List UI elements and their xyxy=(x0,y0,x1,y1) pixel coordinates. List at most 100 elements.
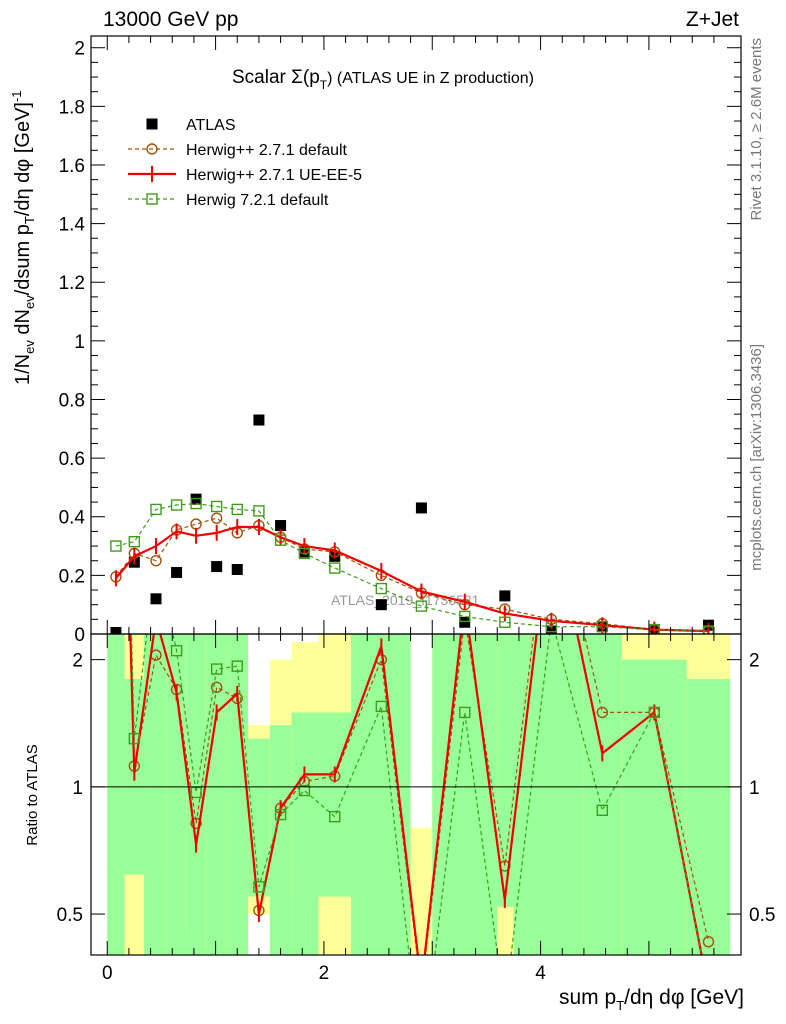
ratio-data-point xyxy=(210,663,223,675)
ratio-data-point xyxy=(253,881,265,893)
main-y-label-part-0: 1/N xyxy=(12,354,34,385)
ratio-data-point xyxy=(546,486,556,496)
legend-label: Herwig++ 2.7.1 UE-EE-5 xyxy=(186,167,362,184)
ratio-series-2 xyxy=(128,634,703,1013)
main-data-point xyxy=(275,520,287,532)
green-band-bin xyxy=(513,634,584,955)
ratio-y-tick-label-right: 2 xyxy=(749,651,760,672)
ratio-series-layer xyxy=(111,105,715,1013)
ratio-data-point xyxy=(111,105,121,115)
main-data-point xyxy=(596,620,609,633)
main-data-point xyxy=(545,620,558,633)
ratio-uncertainty-bands xyxy=(107,634,731,955)
main-data-point xyxy=(190,497,202,510)
ratio-data-point xyxy=(329,810,341,823)
ratio-series-line xyxy=(130,634,703,955)
ratio-y-tick-label-left: 2 xyxy=(72,651,83,672)
main-data-point xyxy=(150,593,162,605)
ratio-data-point xyxy=(596,706,609,719)
main-data-point xyxy=(298,547,311,560)
green-band-bin xyxy=(497,634,514,907)
legend-marker-swatch xyxy=(146,143,158,155)
main-y-tick-label: 1.6 xyxy=(59,156,85,177)
main-y-tick-label: 1 xyxy=(74,332,85,353)
ratio-y-tick-label-right: 1 xyxy=(749,778,760,799)
ratio-data-point xyxy=(128,733,141,745)
main-y-tick-label: 0 xyxy=(74,625,85,646)
main-data-point xyxy=(150,503,162,516)
ratio-series-1 xyxy=(129,634,703,955)
green-band-bin xyxy=(205,634,227,955)
x-axis-label-part-1: T xyxy=(616,998,624,1013)
green-band-bin xyxy=(107,634,125,955)
main-data-point xyxy=(459,616,471,628)
legend: ATLAS Herwig++ 2.7.1 default Herwig++ 2.7.… xyxy=(128,117,362,209)
green-band-bin xyxy=(291,712,319,955)
main-series-2 xyxy=(114,519,710,634)
main-y-tick-label: 0.4 xyxy=(59,508,86,529)
main-data-point xyxy=(231,564,243,576)
main-y-label-part-2: dN xyxy=(12,309,34,340)
mcplots-label: mcplots.cern.ch [arXiv:1306.3436] xyxy=(748,344,765,571)
main-y-label-part-3: ev xyxy=(22,295,37,309)
ratio-data-point xyxy=(500,1003,510,1013)
legend-marker-swatch xyxy=(146,193,158,205)
main-y-tick-label: 2 xyxy=(74,39,85,60)
main-data-point xyxy=(274,534,287,546)
main-y-label-part-5: T xyxy=(22,216,37,224)
ratio-y-label: Ratio to ATLAS xyxy=(24,744,41,845)
main-data-point xyxy=(329,562,341,574)
main-data-point xyxy=(150,555,162,567)
ratio-data-point xyxy=(274,808,287,821)
main-data-point xyxy=(415,502,427,514)
green-band-bin xyxy=(269,725,292,955)
main-data-point xyxy=(190,518,202,530)
main-y-label-part-4: /dsum p xyxy=(12,224,34,295)
legend-label: Herwig++ 2.7.1 default xyxy=(186,142,348,159)
ratio-data-point xyxy=(231,660,243,672)
ratio-plot-frame xyxy=(90,633,742,956)
main-y-label: 1/Nev dNev/dsum pT/dη dφ [GeV]-1 xyxy=(9,90,37,385)
legend-entry-0: ATLAS xyxy=(146,117,236,134)
main-y-tick-label: 0.2 xyxy=(59,566,85,587)
main-y-label-part-1: ev xyxy=(22,340,37,354)
main-data-point xyxy=(210,500,223,513)
main-y-tick-label: 0.6 xyxy=(59,449,85,470)
main-data-point xyxy=(499,616,511,628)
main-y-tick-label: 1.4 xyxy=(59,215,86,236)
rivet-version-label: Rivet 3.1.10, ≥ 2.6M events xyxy=(748,38,765,221)
ratio-data-point xyxy=(190,817,202,829)
green-band-bin xyxy=(686,678,731,955)
ratio-data-point xyxy=(298,784,311,797)
main-data-point xyxy=(375,582,388,595)
header-process-label: Z+Jet xyxy=(686,8,739,31)
main-data-point xyxy=(375,599,387,611)
main-data-point xyxy=(231,503,243,516)
header-energy-label: 13000 GeV pp xyxy=(103,8,238,31)
ratio-data-point xyxy=(170,644,183,657)
main-series-1 xyxy=(110,512,715,634)
main-y-label-part-6: /dη dφ [GeV] xyxy=(12,102,34,216)
main-data-point xyxy=(211,561,223,573)
legend-entry-1: Herwig++ 2.7.1 default xyxy=(128,142,348,159)
legend-label: Herwig 7.2.1 default xyxy=(186,192,329,209)
yellow-band-bin xyxy=(410,827,433,955)
legend-label: ATLAS xyxy=(186,117,236,134)
green-band-bin xyxy=(144,634,167,955)
main-title-sub: T xyxy=(320,78,328,92)
legend-entry-2: Herwig++ 2.7.1 UE-EE-5 xyxy=(128,166,362,184)
main-y-tick-label: 1.2 xyxy=(59,273,85,294)
main-data-point xyxy=(253,414,265,426)
main-data-point xyxy=(171,566,183,578)
main-data-point xyxy=(253,505,265,517)
main-series-line xyxy=(115,502,709,632)
ratio-y-tick-label-right: 0.5 xyxy=(749,905,775,926)
green-band-bin xyxy=(583,634,622,955)
ratio-data-point xyxy=(648,706,661,719)
ratio-data-point xyxy=(416,985,426,995)
main-y-tick-label: 0.8 xyxy=(59,390,85,411)
ratio-data-point xyxy=(210,681,223,694)
main-data-point xyxy=(459,610,471,623)
main-y-label-part-7: -1 xyxy=(9,90,24,102)
